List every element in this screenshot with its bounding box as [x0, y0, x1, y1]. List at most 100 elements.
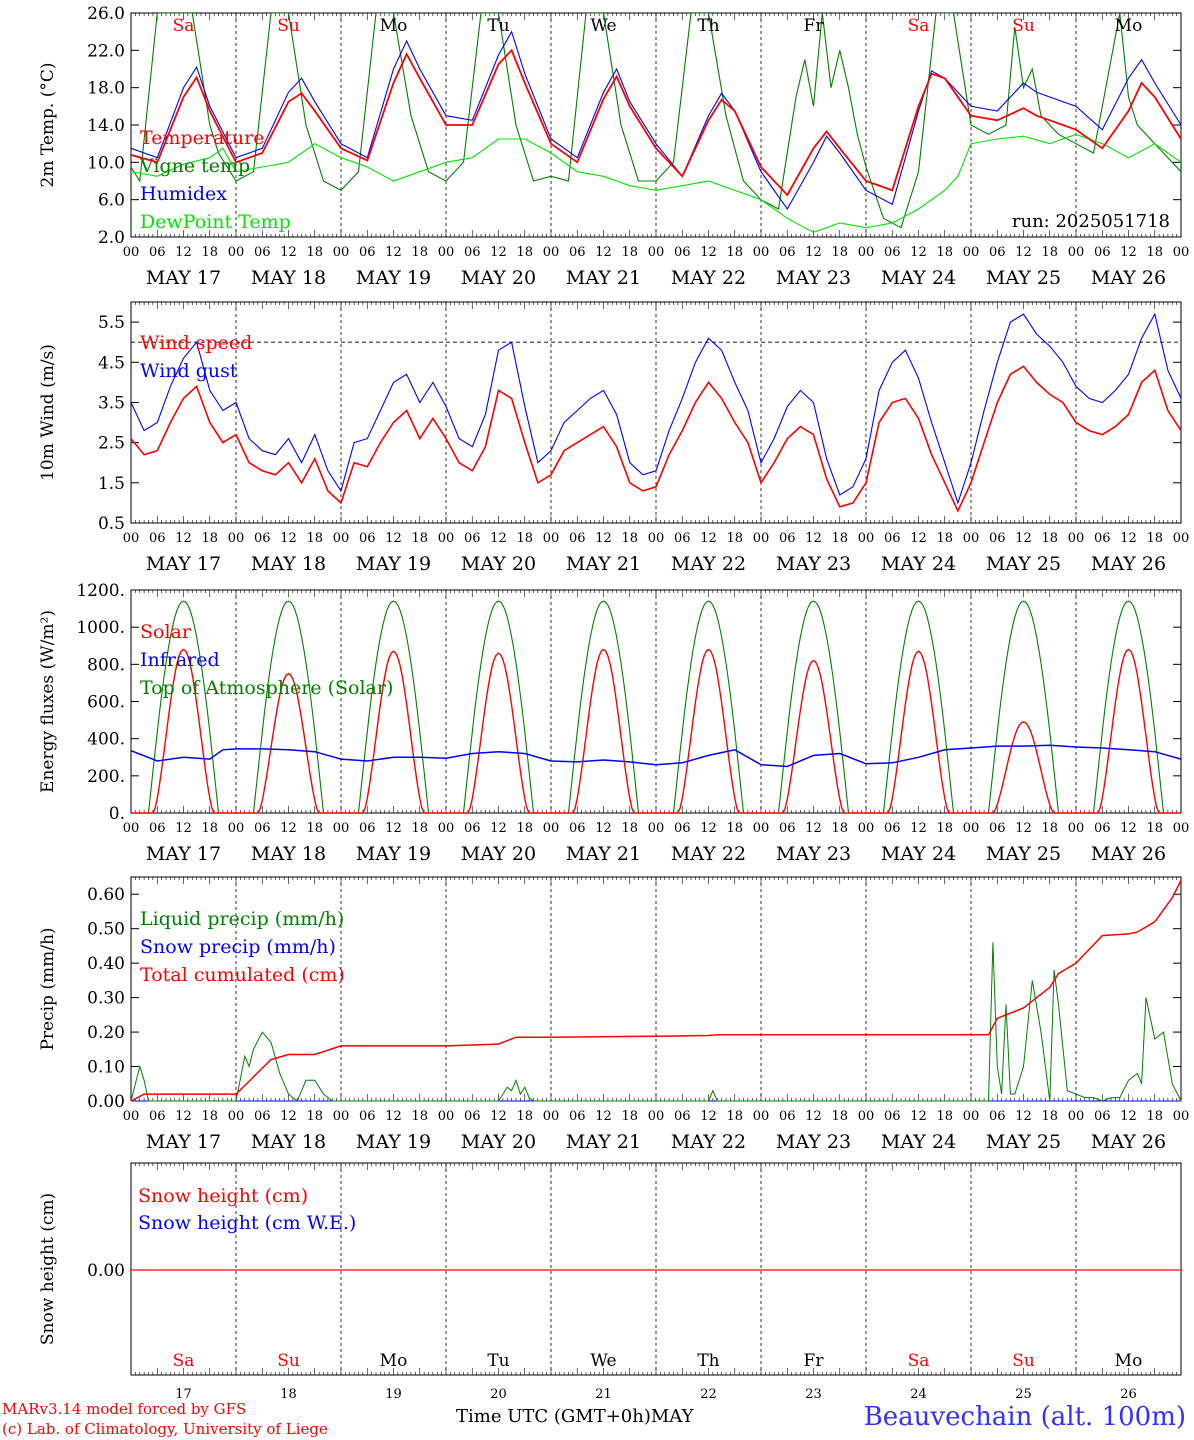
- x-hour-label: 12: [910, 531, 927, 546]
- legend-entry: Snow height (cm): [138, 1185, 308, 1207]
- day-number-label: 19: [385, 1387, 402, 1402]
- x-hour-label: 00: [543, 1109, 560, 1124]
- day-number-label: 20: [490, 1387, 507, 1402]
- legend-entry: Snow precip (mm/h): [140, 936, 336, 958]
- x-hour-label: 12: [700, 1109, 717, 1124]
- x-hour-label: 18: [1041, 1109, 1058, 1124]
- x-hour-label: 06: [674, 531, 691, 546]
- x-date-label: MAY 26: [1091, 267, 1166, 289]
- x-hour-label: 06: [569, 1109, 586, 1124]
- x-date-label: MAY 18: [251, 1131, 326, 1153]
- x-date-label: MAY 20: [461, 1131, 536, 1153]
- x-hour-label: 00: [1068, 821, 1085, 836]
- weekday-label: Th: [697, 16, 719, 36]
- x-hour-label: 18: [621, 821, 638, 836]
- x-date-label: MAY 24: [881, 553, 956, 575]
- x-hour-label: 06: [149, 1109, 166, 1124]
- y-tick-label: 6.0: [98, 191, 125, 211]
- x-hour-label: 18: [1146, 821, 1163, 836]
- x-hour-label: 06: [779, 245, 796, 260]
- x-hour-label: 18: [1146, 1109, 1163, 1124]
- series-vigne-temp: [131, 13, 1181, 229]
- x-date-label: MAY 21: [566, 1131, 641, 1153]
- x-date-label: MAY 26: [1091, 843, 1166, 865]
- x-hour-label: 06: [254, 531, 271, 546]
- x-hour-label: 00: [648, 531, 665, 546]
- x-hour-label: 12: [280, 821, 297, 836]
- weekday-label: Mo: [380, 1351, 408, 1371]
- x-date-label: MAY 19: [356, 267, 431, 289]
- x-hour-label: 18: [1041, 821, 1058, 836]
- x-hour-label: 18: [831, 531, 848, 546]
- x-hour-label: 12: [1015, 531, 1032, 546]
- x-hour-label: 12: [490, 821, 507, 836]
- x-hour-label: 18: [621, 245, 638, 260]
- y-axis-title: Energy fluxes (W/m²): [38, 610, 58, 793]
- legend-entry: Vigne temp: [139, 155, 250, 177]
- day-number-label: 25: [1015, 1387, 1032, 1402]
- x-hour-label: 00: [858, 245, 875, 260]
- day-number-labels: 17 18 19 20 21 22 23 24 25 26: [175, 1387, 1137, 1402]
- x-date-label: MAY 24: [881, 843, 956, 865]
- x-hour-label: 06: [989, 821, 1006, 836]
- x-hour-label: 12: [910, 821, 927, 836]
- y-tick-label: 2.0: [98, 228, 125, 248]
- x-hour-label: 00: [228, 1109, 245, 1124]
- panel-2-y-axis: 0.5 1.5 2.5 3.5 4.5 5.5 10m Wind (m/s): [38, 313, 1181, 534]
- x-hour-label: 12: [1120, 531, 1137, 546]
- x-date-label: MAY 18: [251, 843, 326, 865]
- x-hour-label: 12: [490, 1109, 507, 1124]
- precip-series: [130, 880, 1182, 1102]
- weekday-label: Tu: [487, 1351, 509, 1371]
- weekday-label: Mo: [1115, 1351, 1143, 1371]
- x-hour-label: 06: [884, 821, 901, 836]
- x-hour-label: 18: [516, 531, 533, 546]
- x-hour-label: 06: [884, 1109, 901, 1124]
- x-hour-label: 00: [858, 1109, 875, 1124]
- x-date-label: MAY 20: [461, 267, 536, 289]
- x-hour-label: 12: [805, 245, 822, 260]
- series-temperature: [131, 48, 1181, 197]
- x-hour-label: 00: [753, 531, 770, 546]
- y-tick-label: 400.: [87, 730, 125, 750]
- x-hour-label: 00: [1173, 1109, 1190, 1124]
- x-hour-label: 00: [438, 1109, 455, 1124]
- x-hour-label: 18: [306, 1109, 323, 1124]
- x-hour-label: 06: [359, 531, 376, 546]
- x-hour-label: 18: [726, 821, 743, 836]
- x-hour-label: 06: [359, 1109, 376, 1124]
- day-number-label: 21: [595, 1387, 612, 1402]
- weekday-label: Sa: [173, 1351, 195, 1371]
- series-liquid-precip: [130, 942, 1182, 1102]
- day-number-label: 18: [280, 1387, 297, 1402]
- x-hour-label: 00: [1173, 821, 1190, 836]
- weekday-label: Su: [277, 16, 300, 36]
- legend-entry: Infrared: [140, 649, 220, 671]
- legend-entry: Total cumulated (cm): [140, 964, 345, 986]
- series-total-cumulated: [130, 880, 1182, 1102]
- x-date-label: MAY 18: [251, 553, 326, 575]
- x-hour-label: 12: [700, 821, 717, 836]
- day-number-label: 24: [910, 1387, 927, 1402]
- y-tick-label: 0.30: [87, 989, 125, 1009]
- x-hour-label: 00: [333, 531, 350, 546]
- panel-5-frame: [130, 1162, 1182, 1376]
- x-hour-label: 00: [333, 245, 350, 260]
- x-hour-label: 00: [123, 821, 140, 836]
- temperature-series: [131, 13, 1181, 233]
- y-tick-label: 0.10: [87, 1058, 125, 1078]
- y-tick-label: 26.0: [87, 4, 125, 24]
- y-tick-label: 1200.: [76, 581, 125, 601]
- y-tick-label: 0.50: [87, 920, 125, 940]
- panel-1-x-axis: 00 06 12 18 00 06 12 18 00 06 12 18 00 06 12 18 00 06 12 18…: [123, 245, 1190, 289]
- legend-entry: Snow height (cm W.E.): [138, 1212, 356, 1234]
- x-hour-label: 12: [280, 245, 297, 260]
- x-hour-label: 00: [543, 531, 560, 546]
- weekday-label: Sa: [908, 1351, 930, 1371]
- panel-5-y-axis: 0.00 Snow height (cm): [38, 1193, 139, 1345]
- x-hour-label: 12: [280, 531, 297, 546]
- x-hour-label: 00: [753, 245, 770, 260]
- x-hour-label: 06: [359, 821, 376, 836]
- legend-entry: Humidex: [140, 183, 227, 205]
- x-hour-label: 18: [936, 1109, 953, 1124]
